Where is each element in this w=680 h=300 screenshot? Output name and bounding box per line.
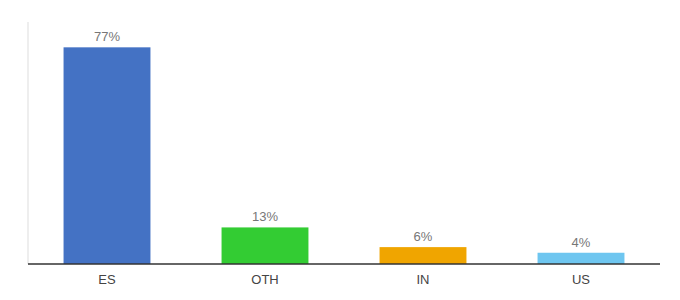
bar xyxy=(64,47,151,264)
bars xyxy=(64,47,625,264)
x-tick-label: US xyxy=(572,272,590,287)
x-tick-label: IN xyxy=(417,272,430,287)
bar xyxy=(380,247,467,264)
y-axis-line xyxy=(28,22,29,264)
data-label: 77% xyxy=(94,29,120,44)
x-tick-label: ES xyxy=(98,272,116,287)
data-label: 4% xyxy=(572,235,591,250)
data-label: 13% xyxy=(252,209,278,224)
data-label: 6% xyxy=(414,229,433,244)
chart: 77% 13% 6% 4% ES OTH IN US xyxy=(0,0,680,300)
chart-container: 77% 13% 6% 4% ES OTH IN US xyxy=(0,0,680,300)
bar xyxy=(222,227,309,264)
bar xyxy=(538,253,625,264)
x-tick-label: OTH xyxy=(251,272,278,287)
x-axis-line xyxy=(28,263,660,265)
